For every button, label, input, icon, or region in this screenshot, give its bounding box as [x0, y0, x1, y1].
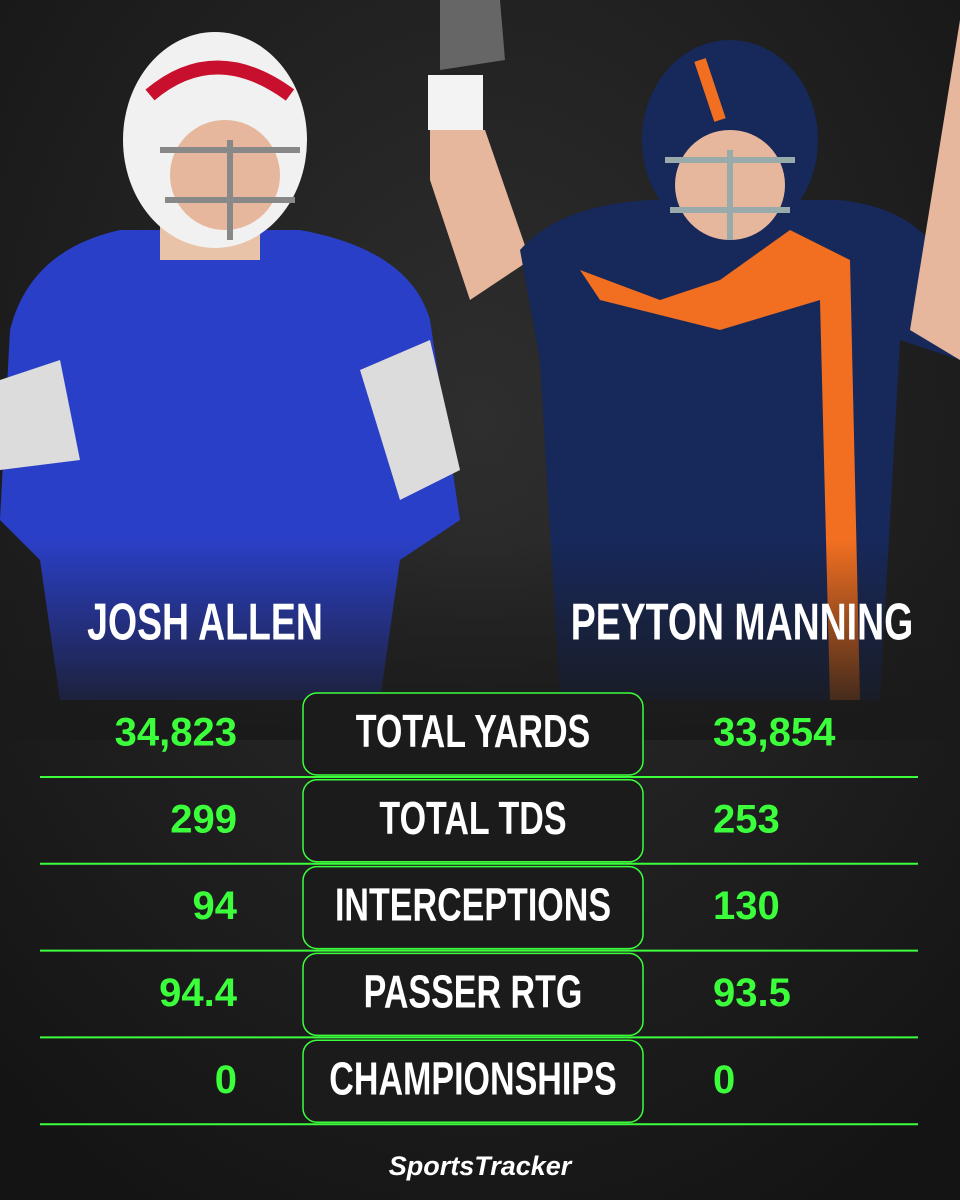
left-value: 34,823 — [115, 711, 237, 755]
player-name-group: PEYTON MANNING — [571, 593, 913, 652]
stat-label-box — [302, 1039, 644, 1123]
stat-label: TOTAL YARDS — [356, 705, 590, 757]
stat-label-group: PASSER RTG — [364, 965, 583, 1017]
stat-label-group: TOTAL YARDS — [356, 705, 590, 757]
player-name: JOSH ALLEN — [87, 593, 323, 652]
player-name-group: JOSH ALLEN — [87, 593, 323, 652]
stats-table: TOTAL YARDS 34,823 33,854 TOTAL TDS 299 253 IN… — [40, 692, 918, 1126]
left-value: 0 — [215, 1058, 237, 1102]
right-value: 33,854 — [713, 711, 836, 755]
stat-label: CHAMPIONSHIPS — [329, 1052, 616, 1104]
left-value: 299 — [170, 797, 237, 841]
left-value: 94.4 — [159, 971, 238, 1015]
stat-label: INTERCEPTIONS — [335, 879, 611, 931]
stat-label: PASSER RTG — [364, 965, 583, 1017]
left-value: 94 — [193, 884, 238, 928]
stat-label-group: INTERCEPTIONS — [335, 879, 611, 931]
stat-label-group: TOTAL TDS — [379, 792, 566, 844]
stat-label-box — [302, 692, 644, 776]
stat-label-box — [302, 952, 644, 1037]
stat-label-box — [302, 865, 644, 950]
right-value: 0 — [713, 1058, 735, 1102]
right-value: 93.5 — [713, 971, 791, 1015]
stat-label-box — [302, 779, 644, 863]
stat-label-group: CHAMPIONSHIPS — [329, 1052, 616, 1104]
brand-logo: SportsTracker — [389, 1151, 573, 1181]
right-value: 253 — [713, 797, 780, 841]
player-name: PEYTON MANNING — [571, 593, 913, 652]
stat-label: TOTAL TDS — [379, 792, 566, 844]
right-value: 130 — [713, 884, 780, 928]
